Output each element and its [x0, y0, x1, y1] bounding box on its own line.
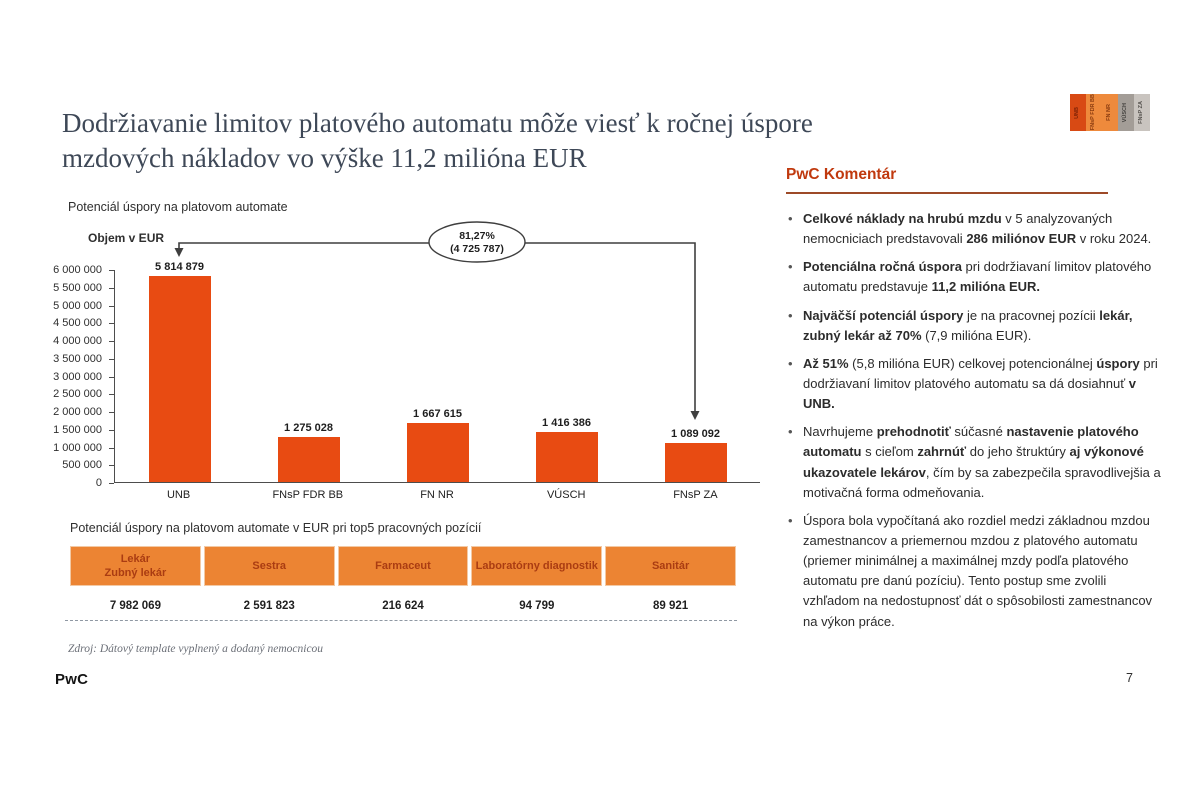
y-tick-mark — [109, 447, 114, 449]
mini-tab: FN NR — [1102, 94, 1118, 131]
positions-table: Lekár Zubný lekár Sestra Farmaceut Laborató… — [70, 546, 736, 612]
table-value-cell: 94 799 — [519, 600, 555, 612]
bar — [664, 443, 727, 482]
bar — [277, 436, 340, 482]
bar — [148, 275, 211, 482]
bar-column: 1 416 386 — [502, 417, 631, 482]
bar-value-label: 5 814 879 — [155, 260, 204, 273]
x-tick-label: FNsP ZA — [673, 489, 718, 501]
table-header-cell: Laboratórny diagnostik — [471, 546, 603, 586]
mini-tab-label: FN NR — [1106, 104, 1113, 121]
page-title-line2: mzdových nákladov vo výške 11,2 milióna … — [62, 142, 587, 173]
y-tick-mark — [109, 270, 114, 271]
x-tick-label: FN NR — [420, 489, 454, 501]
comment-bullet: Celkové náklady na hrubú mzdu v 5 analyz… — [786, 209, 1164, 249]
bar-column: 1 275 028 — [244, 422, 373, 482]
bar-column: 1 089 092 — [631, 428, 760, 482]
mini-tab: FNsP FDR BB — [1086, 94, 1102, 131]
table-bottom-rule — [65, 620, 737, 621]
mini-tab: FNsP ZA — [1134, 94, 1150, 131]
table-value-cell: 7 982 069 — [109, 600, 161, 612]
y-tick-label: 3 500 000 — [53, 352, 102, 365]
table-header-cell: Sestra — [203, 546, 335, 586]
table-header-row: Lekár Zubný lekár Sestra Farmaceut Laborató… — [70, 546, 736, 586]
mini-tab: VÚSCH — [1118, 94, 1134, 131]
y-tick-label: 2 000 000 — [53, 406, 102, 418]
y-tick-mark — [109, 465, 114, 467]
x-tick-label: FNsP FDR BB — [272, 489, 344, 501]
page-title: Dodržiavanie limitov platového automatu … — [62, 106, 842, 175]
bar-column: 1 667 615 — [373, 408, 502, 482]
bar-value-label: 1 089 092 — [671, 428, 720, 441]
annotation-oval — [428, 221, 526, 263]
table-values-row: 7 982 069 2 591 823 216 624 94 799 89 921 — [70, 600, 736, 612]
comment-bullet: Navrhujeme prehodnotiť súčasné nastaveni… — [786, 422, 1164, 503]
table-header-cell: Sanitár — [605, 546, 736, 586]
pwc-logo: PwC — [55, 671, 89, 688]
table-value-cell: 89 921 — [653, 600, 689, 612]
mini-tab: UNB — [1070, 94, 1086, 131]
comment-bullet: Potenciálna ročná úspora pri dodržiavaní… — [786, 257, 1164, 297]
table-value-cell: 216 624 — [382, 600, 424, 612]
bar-value-label: 1 416 386 — [542, 416, 591, 429]
x-axis-labels: UNB FNsP FDR BB FN NR VÚSCH FNsP ZA — [114, 489, 760, 501]
comment-bullet: Najväčší potenciál úspory je na pracovne… — [786, 306, 1164, 346]
y-tick-label: 0 — [95, 477, 102, 489]
comment-bullet: Úspora bola vypočítaná ako rozdiel medzi… — [786, 511, 1164, 632]
y-tick-mark — [109, 483, 114, 484]
y-tick-mark — [109, 287, 114, 289]
mini-hospital-tabs: UNB FNsP FDR BB FN NR VÚSCH FNsP ZA — [1070, 94, 1150, 131]
y-tick-mark — [109, 412, 114, 413]
comment-bullet-list: Celkové náklady na hrubú mzdu v 5 analyz… — [786, 209, 1164, 632]
mini-tab-label: VÚSCH — [1122, 102, 1129, 123]
mini-tab-label: FNsP ZA — [1138, 101, 1145, 124]
page-title-line1: Dodržiavanie limitov platového automatu … — [62, 108, 813, 138]
bar — [535, 431, 598, 482]
y-tick-label: 3 000 000 — [53, 370, 102, 383]
y-tick-mark — [109, 429, 114, 431]
y-tick-label: 2 500 000 — [53, 388, 102, 401]
mini-tab-label: FNsP FDR BB — [1090, 94, 1097, 131]
y-tick-mark — [109, 323, 114, 325]
bar — [406, 422, 469, 482]
annotation-percent: 81,27% — [459, 230, 495, 242]
bar-value-label: 1 667 615 — [413, 407, 462, 420]
y-axis-ticks: 6 000 000 5 500 000 5 000 000 4 500 000 4 00… — [20, 264, 108, 489]
y-tick-label: 1 500 000 — [53, 423, 102, 436]
y-tick-mark — [109, 376, 114, 378]
table-value-cell: 2 591 823 — [243, 600, 295, 612]
comment-heading-rule — [786, 192, 1108, 194]
y-tick-mark — [109, 394, 114, 396]
bar-value-label: 1 275 028 — [284, 421, 333, 434]
arrowhead-left-icon — [174, 248, 184, 257]
y-tick-label: 5 000 000 — [53, 299, 102, 312]
mini-tab-label: UNB — [1074, 106, 1081, 119]
bar-series: 5 814 879 1 275 028 1 667 615 1 416 386 1 08… — [115, 261, 760, 482]
bar-column: 5 814 879 — [115, 261, 244, 482]
table-header-cell: Farmaceut — [337, 546, 469, 586]
chart-plot-area: 5 814 879 1 275 028 1 667 615 1 416 386 1 08… — [109, 261, 760, 484]
comment-bullet: Až 51% (5,8 milióna EUR) celkovej potenc… — [786, 354, 1164, 414]
table-header-cell: Lekár Zubný lekár — [70, 546, 201, 586]
y-tick-label: 6 000 000 — [53, 264, 102, 276]
source-note: Zdroj: Dátový template vyplnený a dodaný… — [68, 643, 324, 655]
x-tick-label: VÚSCH — [546, 489, 586, 501]
x-tick-label: UNB — [166, 489, 191, 501]
page-number: 7 — [1126, 671, 1133, 685]
y-tick-label: 5 500 000 — [53, 281, 102, 294]
y-tick-mark — [109, 305, 114, 307]
annotation-amount: (4 725 787) — [450, 243, 504, 255]
y-tick-mark — [109, 358, 114, 360]
y-tick-label: 4 000 000 — [53, 335, 102, 347]
y-tick-label: 500 000 — [62, 459, 102, 472]
y-tick-label: 1 000 000 — [53, 441, 102, 454]
y-tick-mark — [109, 341, 114, 342]
comment-panel: PwC Komentár Celkové náklady na hrubú mz… — [786, 166, 1164, 640]
chart-title: Potenciál úspory na platovom automate — [68, 200, 288, 214]
y-axis-title: Objem v EUR — [88, 231, 165, 245]
y-tick-label: 4 500 000 — [53, 317, 102, 330]
comment-heading: PwC Komentár — [786, 166, 897, 183]
table-title: Potenciál úspory na platovom automate v … — [70, 521, 482, 535]
